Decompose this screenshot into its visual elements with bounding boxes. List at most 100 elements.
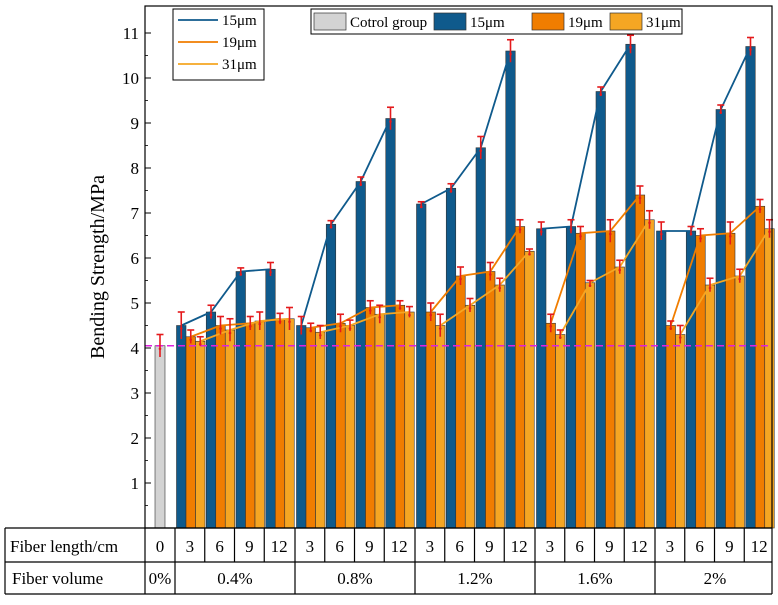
error-bar-s2-v2-l1-dot	[468, 306, 472, 310]
line-legend-label-1: 19μm	[222, 35, 257, 51]
y-tick-label-9: 9	[131, 114, 140, 133]
line-legend-label-2: 31μm	[222, 57, 257, 73]
fiber-length-4-0: 3	[666, 537, 675, 556]
error-bar-s0-v0-l0-dot	[179, 327, 183, 330]
y-axis-layer: Bending Strength/MPa 1 2 3 4 5 6 7 8 9 10 11	[87, 24, 151, 506]
bar-31m-v2-l1	[464, 304, 476, 529]
bar-19m-v4-l1	[695, 235, 706, 529]
error-bar-s1-v4-l2-dot	[728, 234, 732, 238]
error-bar-s2-v0-l3-dot	[288, 320, 291, 324]
bar-legend-swatch-1	[433, 12, 467, 31]
bar-19m-v4-l0	[665, 325, 676, 529]
error-bar-s1-v0-l3-dot	[278, 320, 282, 324]
fiber-length-3-0: 3	[546, 537, 555, 556]
fiber-length-2-0: 3	[426, 537, 435, 556]
bar-31m-v1-l3	[404, 311, 415, 529]
error-bar-s2-v2-l0-dot	[438, 327, 442, 330]
bar-legend-label-0: Cotrol group	[350, 15, 427, 31]
bar-legend-swatch-0	[313, 12, 347, 31]
fiber-volume-2: 1.2%	[457, 569, 492, 588]
error-bar-s0-v3-l2-dot	[599, 93, 603, 96]
fiber-length-4-2: 9	[725, 537, 734, 556]
y-tick-label-5: 5	[131, 294, 140, 313]
error-bar-s0-v4-l0-dot	[659, 232, 663, 236]
trend-line-s0-g2	[420, 50, 512, 205]
bar-15m-v0-l0	[176, 325, 187, 529]
error-bar-s0-v0-l3-dot	[269, 270, 272, 274]
bar-19m-v2-l0	[425, 311, 436, 529]
trend-line-s2-g3	[559, 219, 651, 335]
error-bar-s0-v3-l1-dot	[569, 228, 573, 231]
bar-15m-v1-l2	[355, 181, 366, 529]
bar-19m-v0-l2	[245, 322, 256, 529]
bar-19m-v1-l2	[365, 307, 376, 529]
fiber-volume-control: 0%	[149, 569, 172, 588]
bar-legend-label-3: 31μm	[646, 15, 681, 31]
y-tick-label-1: 1	[131, 474, 140, 493]
error-bar-s2-v1-l1-dot	[348, 327, 352, 330]
bar-19m-v3-l0	[545, 322, 556, 529]
trend-line-s2-g0	[199, 317, 290, 343]
y-axis-label: Bending Strength/MPa	[87, 175, 109, 359]
bar-legend-label-1: 15μm	[470, 15, 505, 31]
y-tick-label-7: 7	[131, 204, 140, 223]
trend-line-s1-g1	[310, 304, 401, 329]
error-bar-s0-v4-l2-dot	[719, 111, 723, 114]
error-bar-s1-v0-l2-dot	[248, 324, 252, 328]
bar-15m-v2-l3	[505, 50, 516, 529]
bar-31m-v4-l2	[734, 275, 745, 529]
bar-31m-v4-l0	[675, 334, 686, 529]
fiber-length-2-3: 12	[511, 537, 528, 556]
error-bar-s2-v4-l3-dot	[768, 230, 771, 234]
fiber-length-1-0: 3	[306, 537, 315, 556]
bar-15m-v2-l2	[475, 147, 486, 529]
bar-19m-v2-l2	[485, 271, 496, 529]
bar-19m-v3-l3	[634, 194, 646, 529]
error-bar-s1-v3-l3-dot	[638, 196, 642, 200]
error-bar-s0-v4-l1-dot	[689, 232, 693, 236]
error-bar-s0-v1-l3-dot	[389, 120, 392, 123]
bar-31m-v3-l0	[555, 334, 566, 529]
bar-31m-v0-l1	[224, 329, 236, 529]
bar-19m-v4-l3	[754, 205, 766, 529]
error-bar-s2-v0-l0-dot	[198, 342, 202, 346]
fiber-length-control: 0	[156, 537, 165, 556]
error-bar-s0-v2-l0-dot	[419, 205, 423, 209]
error-bar-s2-v1-l0-dot	[318, 333, 322, 337]
fiber-volume-row-label: Fiber volume	[12, 569, 103, 588]
bar-legend-label-2: 19μm	[568, 15, 603, 31]
bar-legend-swatch-3	[609, 12, 643, 31]
fiber-length-0-1: 6	[215, 537, 224, 556]
legend-layer: 15μm 19μm 31μm Cotrol group 15μm 19μm 31μm	[172, 8, 683, 81]
bar-31m-v4-l1	[704, 284, 716, 529]
error-bar-s2-v0-l2-dot	[258, 322, 262, 326]
fiber-length-2-2: 9	[485, 537, 494, 556]
bar-15m-v1-l1	[325, 223, 337, 529]
y-tick-label-8: 8	[131, 159, 140, 178]
bar-15m-v3-l3	[625, 43, 636, 529]
bar-31m-v1-l0	[315, 331, 326, 529]
category-table-layer: Fiber length/cm Fiber volume 0 0% 3 6 9 12 0.4…	[4, 527, 773, 595]
error-bar-s0-v3-l3-dot	[629, 45, 632, 49]
error-bar-s2-v2-l3-dot	[528, 252, 531, 256]
error-bar-s0-v3-l0-dot	[539, 230, 543, 234]
error-bar-s0-v0-l2-dot	[239, 273, 243, 276]
fiber-length-3-1: 6	[575, 537, 584, 556]
bar-31m-v0-l3	[284, 318, 295, 529]
error-bar-s0-v2-l3-dot	[509, 52, 512, 56]
fiber-length-1-2: 9	[365, 537, 374, 556]
fiber-volume-1: 0.8%	[337, 569, 372, 588]
bar-15m-v1-l3	[385, 118, 396, 529]
bar-15m-v3-l0	[536, 228, 547, 529]
error-bar-s1-v1-l2-dot	[368, 309, 372, 312]
fiber-length-row-label: Fiber length/cm	[10, 537, 118, 556]
bar-31m-v3-l1	[584, 282, 596, 529]
bar-15m-v4-l0	[656, 230, 667, 529]
bar-31m-v2-l2	[494, 284, 505, 529]
bar-19m-v1-l1	[335, 322, 346, 529]
error-bar-s2-v1-l3-dot	[408, 313, 411, 317]
error-bar-s0-v0-l1-dot	[209, 313, 213, 317]
error-bar-s1-v3-l0-dot	[549, 324, 553, 328]
trend-line-s0-g0	[180, 268, 271, 327]
